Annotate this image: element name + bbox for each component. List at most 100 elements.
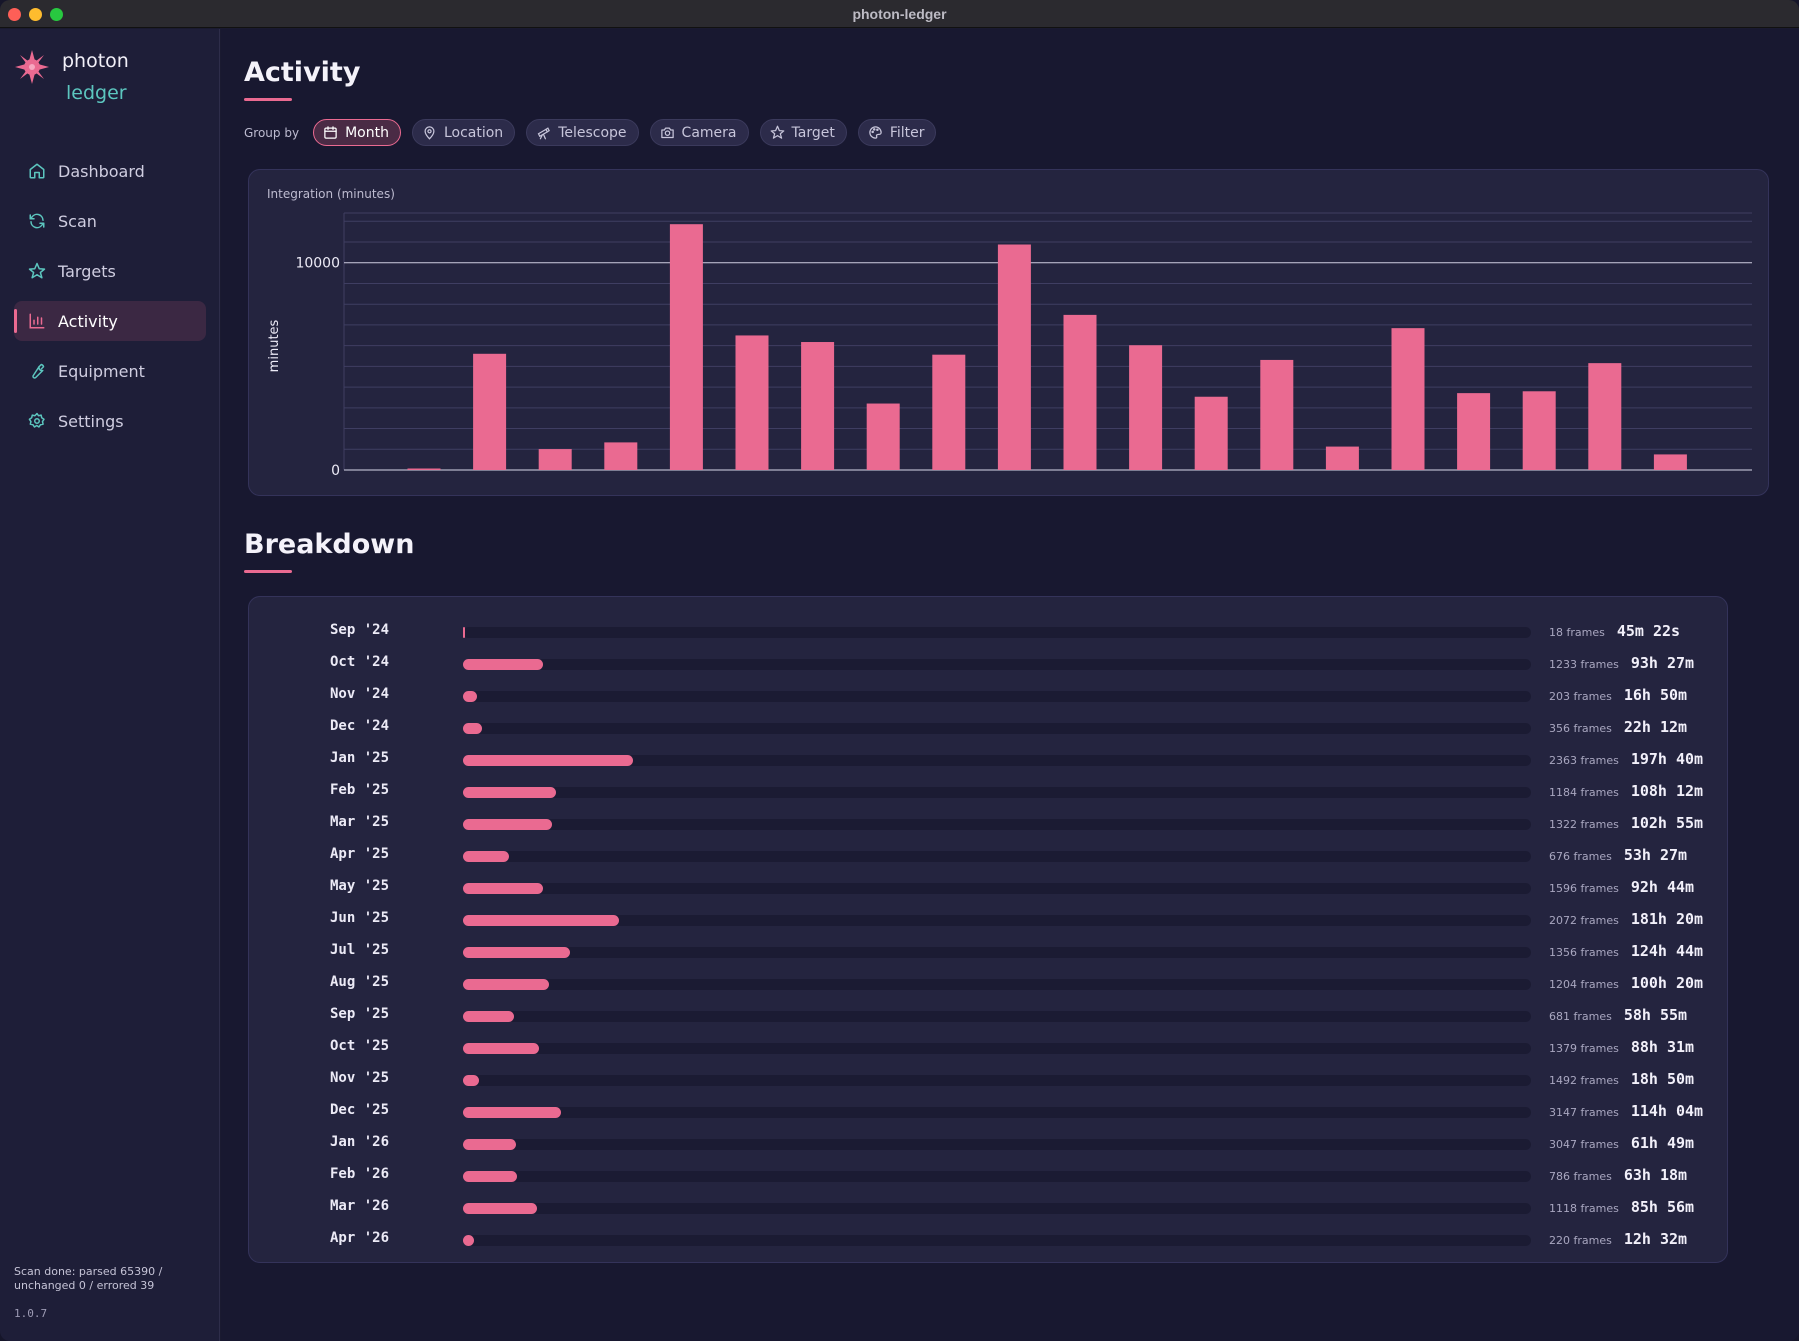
breakdown-bar-fill (463, 627, 465, 638)
sidebar-item-dashboard[interactable]: Dashboard (14, 151, 206, 191)
group-by-location-chip[interactable]: Location (411, 119, 516, 146)
chart-bar-apr-25 (866, 403, 900, 470)
zoom-window-button[interactable] (50, 8, 63, 21)
breakdown-bar-track (463, 691, 1531, 702)
breakdown-period: Oct '24 (330, 654, 390, 670)
chart-bar-oct-25 (1260, 359, 1294, 470)
group-by-camera-chip[interactable]: Camera (649, 119, 749, 146)
chart-bar-sep-25 (1194, 396, 1228, 470)
breakdown-row: Jan '26 3047 frames 61h 49m (249, 1125, 1729, 1157)
bar-chart-icon (29, 313, 45, 329)
sidebar-item-targets[interactable]: Targets (14, 251, 206, 291)
breakdown-duration: 12h 32m (1623, 1230, 1688, 1248)
breakdown-row: Nov '24 203 frames 16h 50m (249, 677, 1729, 709)
sidebar-item-equipment[interactable]: Equipment (14, 351, 206, 391)
chart-bar-sep-24 (407, 468, 441, 470)
sidebar: photon ledger Dashboard Scan Targets Act… (0, 29, 220, 1341)
chip-label: Camera (681, 124, 737, 141)
chart-bar-mar-26 (1588, 363, 1622, 470)
brand: photon ledger (14, 45, 129, 109)
breakdown-duration: 45m 22s (1616, 622, 1681, 640)
sidebar-item-scan[interactable]: Scan (14, 201, 206, 241)
breakdown-row: Dec '24 356 frames 22h 12m (249, 709, 1729, 741)
breakdown-frames: 1118 frames (1549, 1202, 1619, 1215)
breakdown-frames: 676 frames (1549, 850, 1612, 863)
breakdown-frames: 3147 frames (1549, 1106, 1619, 1119)
sidebar-item-settings[interactable]: Settings (14, 401, 206, 441)
breakdown-row: Mar '25 1322 frames 102h 55m (249, 805, 1729, 837)
breakdown-frames: 1596 frames (1549, 882, 1619, 895)
breakdown-frames: 786 frames (1549, 1170, 1612, 1183)
breakdown-bar-track (463, 755, 1531, 766)
breakdown-frames: 18 frames (1549, 626, 1605, 639)
sidebar-item-label: Dashboard (58, 161, 145, 181)
breakdown-bar-track (463, 819, 1531, 830)
breakdown-row: Dec '25 3147 frames 114h 04m (249, 1093, 1729, 1125)
breakdown-bar-track (463, 1043, 1531, 1054)
sidebar-item-activity[interactable]: Activity (14, 301, 206, 341)
group-by-month-chip[interactable]: Month (313, 119, 401, 146)
group-by-telescope-chip[interactable]: Telescope (526, 119, 639, 146)
chart-bar-feb-25 (735, 335, 769, 470)
breakdown-bar-track (463, 851, 1531, 862)
breakdown-bar-fill (463, 1075, 480, 1086)
breakdown-duration: 63h 18m (1623, 1166, 1688, 1184)
chip-label: Month (345, 124, 389, 141)
breakdown-bar-fill (463, 1107, 562, 1118)
scan-status-text: Scan done: parsed 65390 / unchanged 0 / … (14, 1265, 163, 1292)
wrench-icon (32, 363, 45, 379)
app-version: 1.0.7 (14, 1307, 48, 1320)
chart-bar-may-25 (932, 354, 966, 470)
breakdown-frames: 1322 frames (1549, 818, 1619, 831)
breakdown-row: Jul '25 1356 frames 124h 44m (249, 933, 1729, 965)
breakdown-bar-track (463, 1235, 1531, 1246)
breakdown-bar-track (463, 659, 1531, 670)
chip-label: Target (791, 124, 835, 141)
breakdown-bar-fill (463, 1139, 517, 1150)
breakdown-frames: 203 frames (1549, 690, 1612, 703)
chart-bar-aug-25 (1129, 345, 1163, 470)
window-controls (8, 8, 63, 21)
breakdown-bar-track (463, 723, 1531, 734)
breakdown-row: Sep '24 18 frames 45m 22s (249, 613, 1729, 645)
breakdown-row: Oct '24 1233 frames 93h 27m (249, 645, 1729, 677)
breakdown-frames: 356 frames (1549, 722, 1612, 735)
breakdown-frames: 2363 frames (1549, 754, 1619, 767)
breakdown-frames: 1492 frames (1549, 1074, 1619, 1087)
breakdown-duration: 16h 50m (1623, 686, 1688, 704)
group-by-filter-chip[interactable]: Filter (857, 119, 937, 146)
main-content: Activity Group by Month Location Telesco… (221, 29, 1799, 1341)
map-pin-icon (424, 126, 435, 140)
breakdown-period: Sep '25 (330, 1006, 390, 1022)
group-by-target-chip[interactable]: Target (759, 119, 847, 146)
breakdown-duration: 58h 55m (1623, 1006, 1688, 1024)
breakdown-bar-track (463, 1107, 1531, 1118)
breakdown-title: Breakdown (244, 529, 415, 560)
telescope-icon (537, 127, 551, 140)
photon-logo-icon (15, 50, 49, 84)
breakdown-bar-fill (463, 979, 550, 990)
chart-bar-jul-25 (1063, 314, 1097, 470)
breakdown-period: Nov '24 (330, 686, 390, 702)
sidebar-item-label: Scan (58, 211, 97, 231)
close-window-button[interactable] (8, 8, 21, 21)
brand-name-line2: ledger (66, 82, 127, 104)
chart-bar-feb-26 (1522, 391, 1556, 470)
minimize-window-button[interactable] (29, 8, 42, 21)
breakdown-period: Apr '25 (330, 846, 390, 862)
chart-bar-dec-24 (604, 442, 638, 470)
breakdown-frames: 1356 frames (1549, 946, 1619, 959)
breakdown-bar-fill (463, 851, 509, 862)
breakdown-title-underline (244, 570, 292, 573)
chip-label: Location (443, 124, 504, 141)
group-by-bar: Group by Month Location Telescope Camera… (244, 119, 947, 146)
chart-bar-apr-26 (1653, 454, 1687, 470)
breakdown-bar-fill (463, 659, 544, 670)
page-title-underline (244, 98, 292, 101)
breakdown-period: Oct '25 (330, 1038, 390, 1054)
chart-bar-jan-25 (669, 224, 703, 470)
breakdown-row: Nov '25 1492 frames 18h 50m (249, 1061, 1729, 1093)
refresh-icon (29, 213, 45, 229)
breakdown-bar-track (463, 1011, 1531, 1022)
